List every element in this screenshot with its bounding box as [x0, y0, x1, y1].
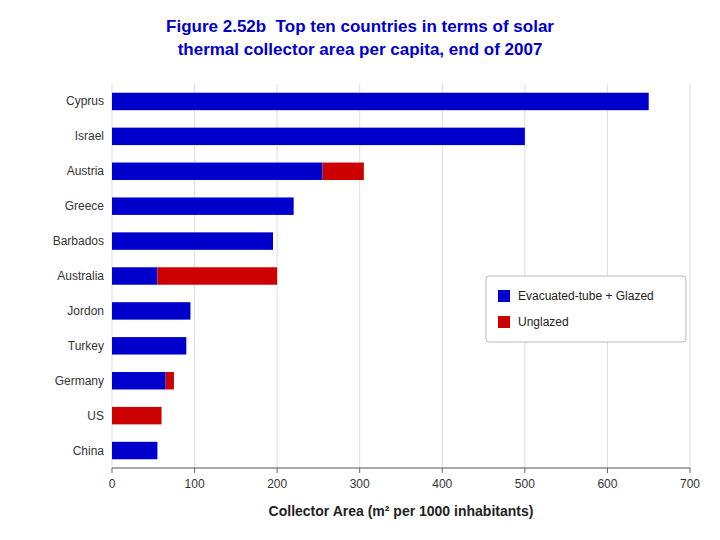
- category-label: Turkey: [68, 339, 104, 353]
- tick-label: 700: [680, 477, 700, 491]
- tick-label: 100: [185, 477, 205, 491]
- bar-segment: [112, 128, 525, 145]
- category-label: Jordon: [67, 304, 104, 318]
- y-labels: Cyprus Israel Austria Greece Barbados Austral…: [53, 94, 105, 457]
- bar-segment: [166, 372, 174, 389]
- title: Figure 2.52b Top ten countries in terms …: [166, 17, 554, 59]
- legend-frame: [486, 276, 686, 342]
- tick-label: 300: [350, 477, 370, 491]
- chart: Figure 2.52b Top ten countries in terms …: [0, 0, 720, 540]
- bar-segment: [112, 163, 323, 180]
- title-line: thermal collector area per capita, end o…: [178, 40, 543, 59]
- tick-label: 500: [515, 477, 535, 491]
- legend: Evacuated-tube + Glazed Unglazed: [486, 276, 686, 342]
- category-label: Greece: [65, 199, 105, 213]
- tick-mark: [607, 468, 608, 473]
- grid: [112, 84, 690, 468]
- bar-segment: [112, 337, 186, 354]
- legend-label: Unglazed: [518, 315, 569, 329]
- tick-label: 400: [432, 477, 452, 491]
- title-line: Figure 2.52b Top ten countries in terms …: [166, 17, 554, 36]
- bar-segment: [112, 407, 162, 424]
- x-axis-label: Collector Area (m² per 1000 inhabitants): [269, 503, 534, 519]
- bar-segment: [112, 197, 294, 214]
- x-axis-line: [112, 468, 690, 469]
- bar-segment: [157, 442, 158, 459]
- tick-mark: [277, 468, 278, 473]
- bar-segment: [157, 267, 277, 284]
- grid-line: [690, 84, 691, 468]
- legend-swatch: [498, 316, 510, 328]
- category-label: Germany: [55, 374, 104, 388]
- tick-mark: [690, 468, 691, 473]
- legend-swatch: [498, 290, 510, 302]
- bar-segment: [112, 267, 157, 284]
- category-label: Australia: [57, 269, 104, 283]
- bar-segment: [112, 302, 190, 319]
- category-label: Israel: [75, 129, 104, 143]
- tick-mark: [524, 468, 525, 473]
- tick-mark: [194, 468, 195, 473]
- bar-segment: [112, 93, 649, 110]
- tick-label: 200: [267, 477, 287, 491]
- legend-label: Evacuated-tube + Glazed: [518, 289, 654, 303]
- bar-segment: [648, 93, 649, 110]
- category-label: China: [73, 444, 105, 458]
- category-label: Austria: [67, 164, 105, 178]
- tick-label: 600: [597, 477, 617, 491]
- bar-segment: [323, 163, 364, 180]
- bar-segment: [112, 372, 166, 389]
- category-label: Barbados: [53, 234, 104, 248]
- tick-mark: [442, 468, 443, 473]
- tick-label: 0: [109, 477, 116, 491]
- x-ticks: 0 100 200 300 400 500 600 700: [109, 468, 701, 491]
- tick-mark: [112, 468, 113, 473]
- bar-segment: [112, 442, 157, 459]
- chart-container: Figure 2.52b Top ten countries in terms …: [0, 0, 720, 540]
- category-label: US: [87, 409, 104, 423]
- bar-segment: [112, 232, 273, 249]
- bar-segment: [273, 232, 274, 249]
- category-label: Cyprus: [66, 94, 104, 108]
- tick-mark: [359, 468, 360, 473]
- bar-segment: [190, 302, 191, 319]
- bar-segment: [186, 337, 187, 354]
- bar-segment: [293, 197, 294, 214]
- bar-segment: [524, 128, 525, 145]
